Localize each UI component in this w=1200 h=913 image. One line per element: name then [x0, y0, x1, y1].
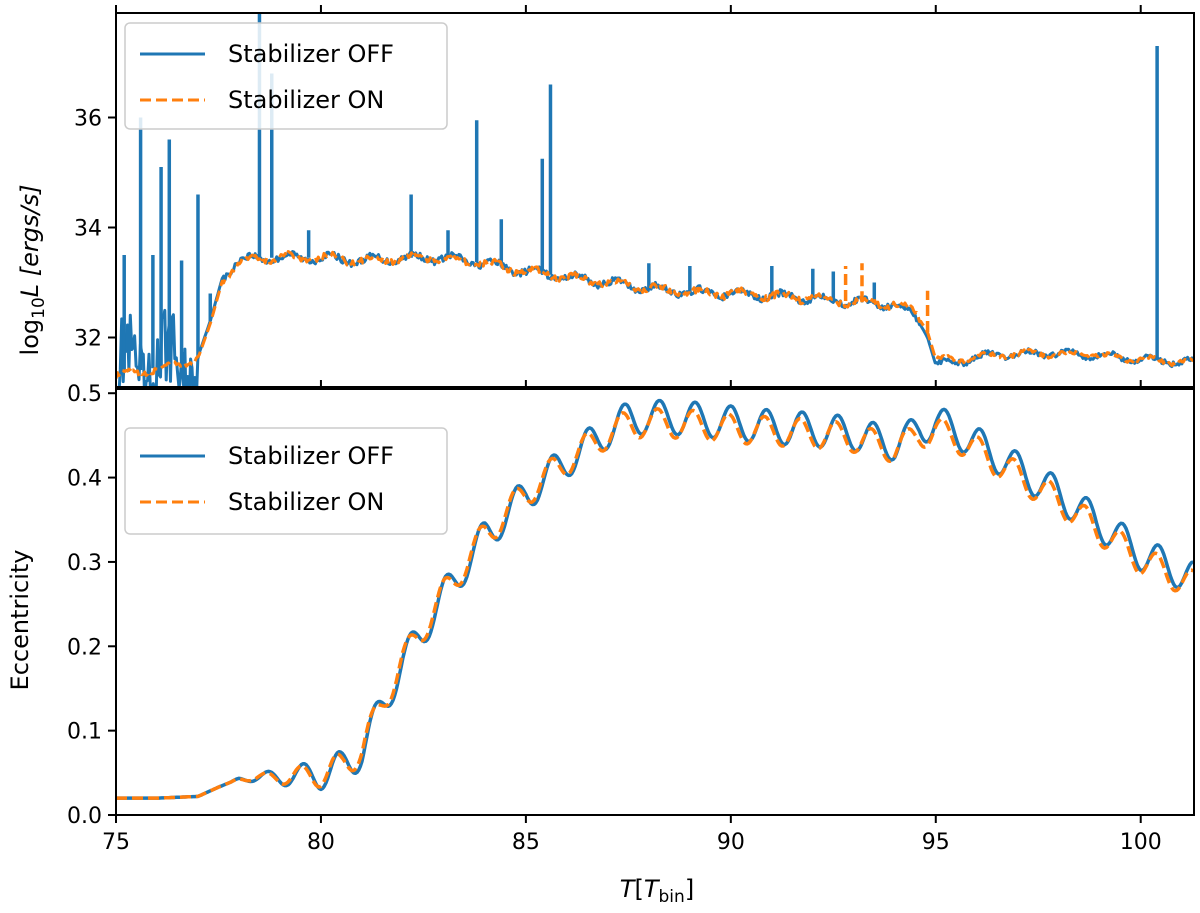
bottom-xtick-label-80: 80	[307, 830, 335, 855]
bottom-series-stabilizer-on	[116, 407, 1194, 800]
top-series-stabilizer-on	[116, 250, 1194, 379]
bottom-legend-label-off: Stabilizer OFF	[228, 442, 394, 470]
bottom-ytick-label-0.3: 0.3	[67, 551, 102, 576]
top-panel: 32 34 36 log10L [ergs/s] Stabilizer OFF St…	[16, 5, 1195, 388]
bottom-ytick-label-0.1: 0.1	[67, 720, 102, 745]
top-ytick-label-32: 32	[74, 327, 102, 352]
top-y-axis-label-rest: L [ergs/s]	[16, 185, 44, 298]
bottom-xtick-label-95: 95	[922, 830, 950, 855]
bottom-legend-box	[124, 427, 448, 535]
top-ytick-label-36: 36	[74, 107, 102, 132]
top-line-on	[116, 250, 1194, 379]
top-legend-label-on: Stabilizer ON	[228, 86, 384, 114]
bottom-line-on	[116, 407, 1194, 800]
bottom-legend: Stabilizer OFF Stabilizer ON	[124, 427, 448, 535]
top-ticks: 32 34 36	[74, 5, 1142, 387]
bottom-ytick-label-0: 0.0	[67, 804, 102, 829]
top-legend-label-off: Stabilizer OFF	[228, 40, 394, 68]
x-axis-label: T[Tbin]	[620, 875, 694, 907]
bottom-legend-label-on: Stabilizer ON	[228, 488, 384, 516]
bottom-ytick-label-0.4: 0.4	[67, 467, 102, 492]
bottom-axes-frame	[115, 388, 1195, 816]
bottom-xtick-label-75: 75	[102, 830, 130, 855]
bottom-ytick-label-0.2: 0.2	[67, 635, 102, 660]
bottom-panel: 0.0 0.1 0.2 0.3 0.4 0.5 75 80 85 90 95 100 Eccentri…	[6, 382, 1195, 907]
top-legend: Stabilizer OFF Stabilizer ON	[124, 22, 448, 130]
bottom-ticks: 0.0 0.1 0.2 0.3 0.4 0.5 75 80 85 90 95 100	[67, 382, 1162, 855]
top-legend-box	[124, 22, 448, 130]
bottom-xtick-label-90: 90	[717, 830, 745, 855]
bottom-xtick-label-100: 100	[1120, 830, 1162, 855]
top-axes-frame	[115, 12, 1195, 388]
bottom-y-axis-label: Eccentricity	[6, 550, 34, 691]
bottom-xtick-label-85: 85	[512, 830, 540, 855]
top-y-axis-label: log10L [ergs/s]	[16, 185, 49, 356]
top-ytick-label-34: 34	[74, 217, 102, 242]
bottom-ytick-label-0.5: 0.5	[67, 382, 102, 407]
